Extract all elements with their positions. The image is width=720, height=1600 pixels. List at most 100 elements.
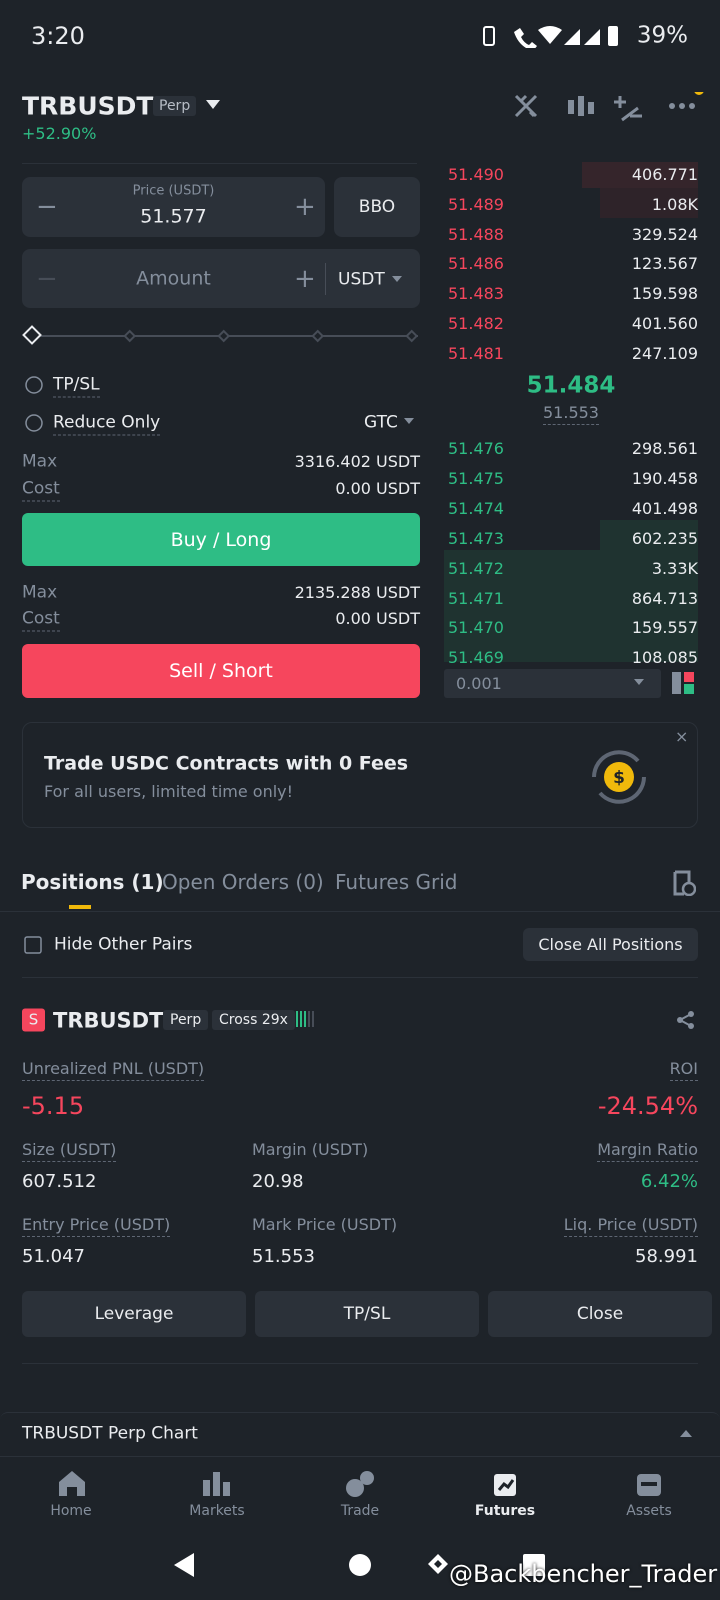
- position-button[interactable]: TP/SL: [255, 1291, 479, 1337]
- book-price: 51.473: [448, 531, 504, 547]
- bbo-button[interactable]: BBO: [334, 177, 420, 237]
- book-quantity: 108.085: [632, 650, 698, 666]
- tab[interactable]: Open Orders (0): [162, 872, 324, 892]
- nav-label[interactable]: Markets: [167, 1504, 267, 1518]
- buy-button[interactable]: Buy / Long: [22, 513, 420, 566]
- nav-label[interactable]: Home: [21, 1504, 121, 1518]
- tab[interactable]: Futures Grid: [335, 872, 457, 892]
- book-quantity: 298.561: [632, 441, 698, 457]
- button-text: Leverage: [95, 1304, 174, 1324]
- book-quantity: 401.560: [632, 316, 698, 332]
- button-text: TP/SL: [344, 1304, 391, 1324]
- max-value: 3316.402 USDT: [295, 454, 420, 470]
- field-label-text: Size (USDT): [22, 1140, 116, 1162]
- cost-value: 0.00 USDT: [335, 611, 420, 627]
- clock: 3:20: [31, 24, 85, 48]
- amount-placeholder: Amount: [22, 270, 325, 289]
- position-button[interactable]: Leverage: [22, 1291, 246, 1337]
- pnl-value: -5.15: [22, 1094, 84, 1118]
- battery: 39%: [637, 25, 688, 48]
- dropdown-icon[interactable]: [206, 100, 220, 110]
- close-all-button[interactable]: Close All Positions: [523, 928, 698, 961]
- buy-text: Buy / Long: [171, 529, 272, 551]
- plus[interactable]: +: [294, 266, 316, 292]
- book-price: 51.469: [448, 650, 504, 666]
- history-icon[interactable]: [672, 870, 696, 896]
- price-value: 51.577: [22, 208, 325, 227]
- cost-label: Cost: [22, 479, 60, 502]
- divider: [0, 911, 720, 912]
- book-price: 51.490: [448, 167, 504, 183]
- field-value: 51.553: [252, 1248, 315, 1266]
- field-label: Margin (USDT): [252, 1142, 368, 1158]
- chart-bar-title: TRBUSDT Perp Chart: [22, 1426, 198, 1443]
- share-icon[interactable]: [676, 1010, 696, 1030]
- book-price: 51.483: [448, 286, 504, 302]
- divider: [22, 163, 417, 164]
- price-change: +52.90%: [22, 126, 96, 142]
- slider[interactable]: [22, 325, 422, 347]
- book-quantity: 159.598: [632, 286, 698, 302]
- sell-button[interactable]: Sell / Short: [22, 644, 420, 698]
- book-price: 51.486: [448, 256, 504, 272]
- book-price: 51.471: [448, 591, 504, 607]
- field-value: 6.42%: [641, 1173, 698, 1191]
- max-label: Max: [22, 454, 57, 471]
- close-all-text: Close All Positions: [538, 935, 682, 954]
- book-price: 51.474: [448, 501, 504, 517]
- book-quantity: 247.109: [632, 346, 698, 362]
- field-label: Size (USDT): [22, 1142, 116, 1158]
- close-banner[interactable]: ×: [675, 729, 688, 745]
- field-value: 58.991: [635, 1248, 698, 1266]
- book-quantity: 602.235: [632, 531, 698, 547]
- cost-label: Cost: [22, 609, 60, 632]
- svg-text:$: $: [613, 768, 625, 788]
- side-badge: S: [22, 1009, 45, 1032]
- tab[interactable]: Positions (1): [21, 872, 164, 892]
- book-price: 51.470: [448, 620, 504, 636]
- field-label-text: Mark Price (USDT): [252, 1215, 397, 1234]
- time-in-force[interactable]: GTC: [364, 415, 398, 432]
- nav-label[interactable]: Assets: [599, 1504, 699, 1518]
- button-text: Close: [577, 1304, 623, 1324]
- field-label-text: Margin (USDT): [252, 1140, 368, 1159]
- field-label: Margin Ratio: [597, 1142, 698, 1158]
- field-value: 607.512: [22, 1173, 96, 1191]
- nav-label[interactable]: Futures: [455, 1504, 555, 1518]
- banner-icon: $: [586, 744, 652, 810]
- layout-toggle[interactable]: [672, 672, 694, 694]
- watermark: @Backbencher_Trader: [449, 1562, 717, 1586]
- book-quantity: 123.567: [632, 256, 698, 272]
- cost-value: 0.00 USDT: [335, 481, 420, 497]
- mark-price: 51.553: [543, 403, 599, 425]
- expand-icon[interactable]: [680, 1430, 692, 1438]
- nav-label[interactable]: Trade: [310, 1504, 410, 1518]
- book-price: 51.482: [448, 316, 504, 332]
- symbol[interactable]: TRBUSDT: [22, 94, 153, 119]
- tab-indicator: [69, 905, 91, 909]
- book-price: 51.475: [448, 471, 504, 487]
- toolbar[interactable]: [512, 92, 712, 122]
- dropdown-icon: [392, 276, 402, 283]
- radios[interactable]: [24, 375, 44, 435]
- reduce-only-option[interactable]: Reduce Only: [53, 413, 160, 436]
- minus[interactable]: −: [36, 194, 58, 220]
- checkbox[interactable]: [24, 936, 44, 956]
- roi-value: -24.54%: [598, 1094, 698, 1118]
- margin-bars: [296, 1011, 314, 1027]
- book-quantity: 329.524: [632, 227, 698, 243]
- field-label: Mark Price (USDT): [252, 1217, 397, 1233]
- max-label: Max: [22, 585, 57, 602]
- book-quantity: 159.557: [632, 620, 698, 636]
- position-button[interactable]: Close: [488, 1291, 712, 1337]
- status-icons: [478, 24, 628, 48]
- book-quantity: 406.771: [632, 167, 698, 183]
- book-quantity: 401.498: [632, 501, 698, 517]
- plus[interactable]: +: [294, 194, 316, 220]
- field-label-text: Entry Price (USDT): [22, 1215, 170, 1237]
- unit[interactable]: USDT: [338, 272, 385, 289]
- tpsl-option[interactable]: TP/SL: [53, 375, 100, 398]
- book-quantity: 3.33K: [652, 561, 698, 577]
- separator: [325, 263, 326, 295]
